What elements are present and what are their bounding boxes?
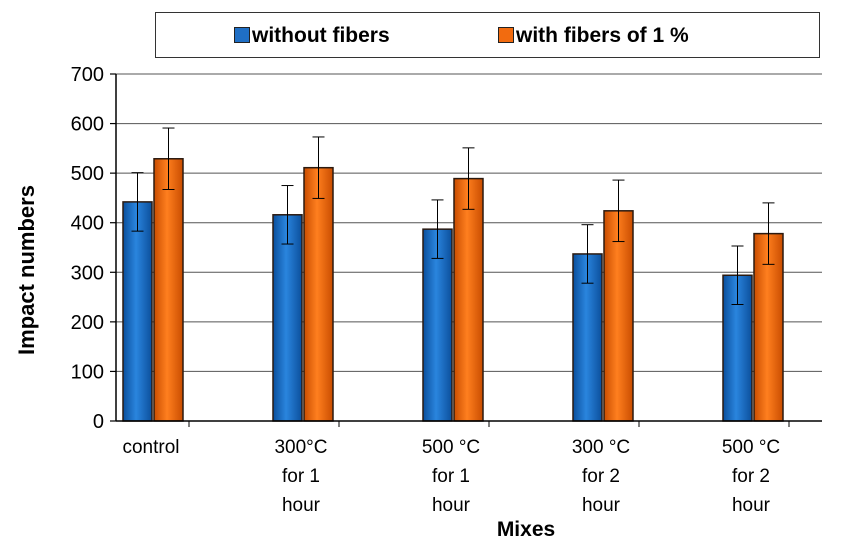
axes xyxy=(110,73,822,427)
bar-without-fibers xyxy=(272,214,303,422)
y-tick-label: 500 xyxy=(71,163,104,185)
x-tick-label: 300°C xyxy=(274,437,327,458)
x-tick-label: hour xyxy=(732,495,771,516)
legend: without fibers with fibers of 1 % xyxy=(155,12,820,58)
bar-with-fibers xyxy=(453,177,484,422)
x-tick-label: for 2 xyxy=(732,466,770,487)
y-tick-label: 100 xyxy=(71,361,104,383)
x-tick-label: for 2 xyxy=(582,466,620,487)
x-tick-label: 300 °C xyxy=(572,437,630,458)
y-tick-label: 700 xyxy=(71,64,104,86)
legend-swatch-orange xyxy=(498,27,514,43)
x-tick-label: 500 °C xyxy=(422,437,480,458)
bar-with-fibers xyxy=(153,158,184,422)
bar-with-fibers xyxy=(303,166,334,422)
y-axis-title: Impact numbers xyxy=(14,185,39,355)
x-tick-label: hour xyxy=(432,495,471,516)
legend-item-with-fibers: with fibers of 1 % xyxy=(498,24,689,48)
y-tick-label: 400 xyxy=(71,213,104,235)
legend-item-without-fibers: without fibers xyxy=(234,24,390,48)
x-tick-label: for 1 xyxy=(282,466,320,487)
legend-swatch-blue xyxy=(234,27,250,43)
y-tick-label: 0 xyxy=(93,411,104,433)
y-tick-label: 300 xyxy=(71,262,104,284)
x-tick-label: control xyxy=(122,437,179,458)
bar-without-fibers xyxy=(122,201,153,422)
y-tick-label: 600 xyxy=(71,114,104,136)
legend-label-without-fibers: without fibers xyxy=(252,24,390,47)
x-tick-label: for 1 xyxy=(432,466,470,487)
x-tick-label: 500 °C xyxy=(722,437,780,458)
x-axis-title: Mixes xyxy=(497,518,555,541)
axis-labels: 0 100 200 300 400 500 600 700 control 300°C for 1 h… xyxy=(14,64,780,541)
bar-with-fibers xyxy=(603,210,634,422)
x-tick-label: hour xyxy=(282,495,321,516)
error-bars xyxy=(131,127,775,306)
x-tick-label: hour xyxy=(582,495,621,516)
bars xyxy=(122,158,784,422)
legend-label-with-fibers: with fibers of 1 % xyxy=(516,24,689,47)
y-tick-label: 200 xyxy=(71,312,104,334)
